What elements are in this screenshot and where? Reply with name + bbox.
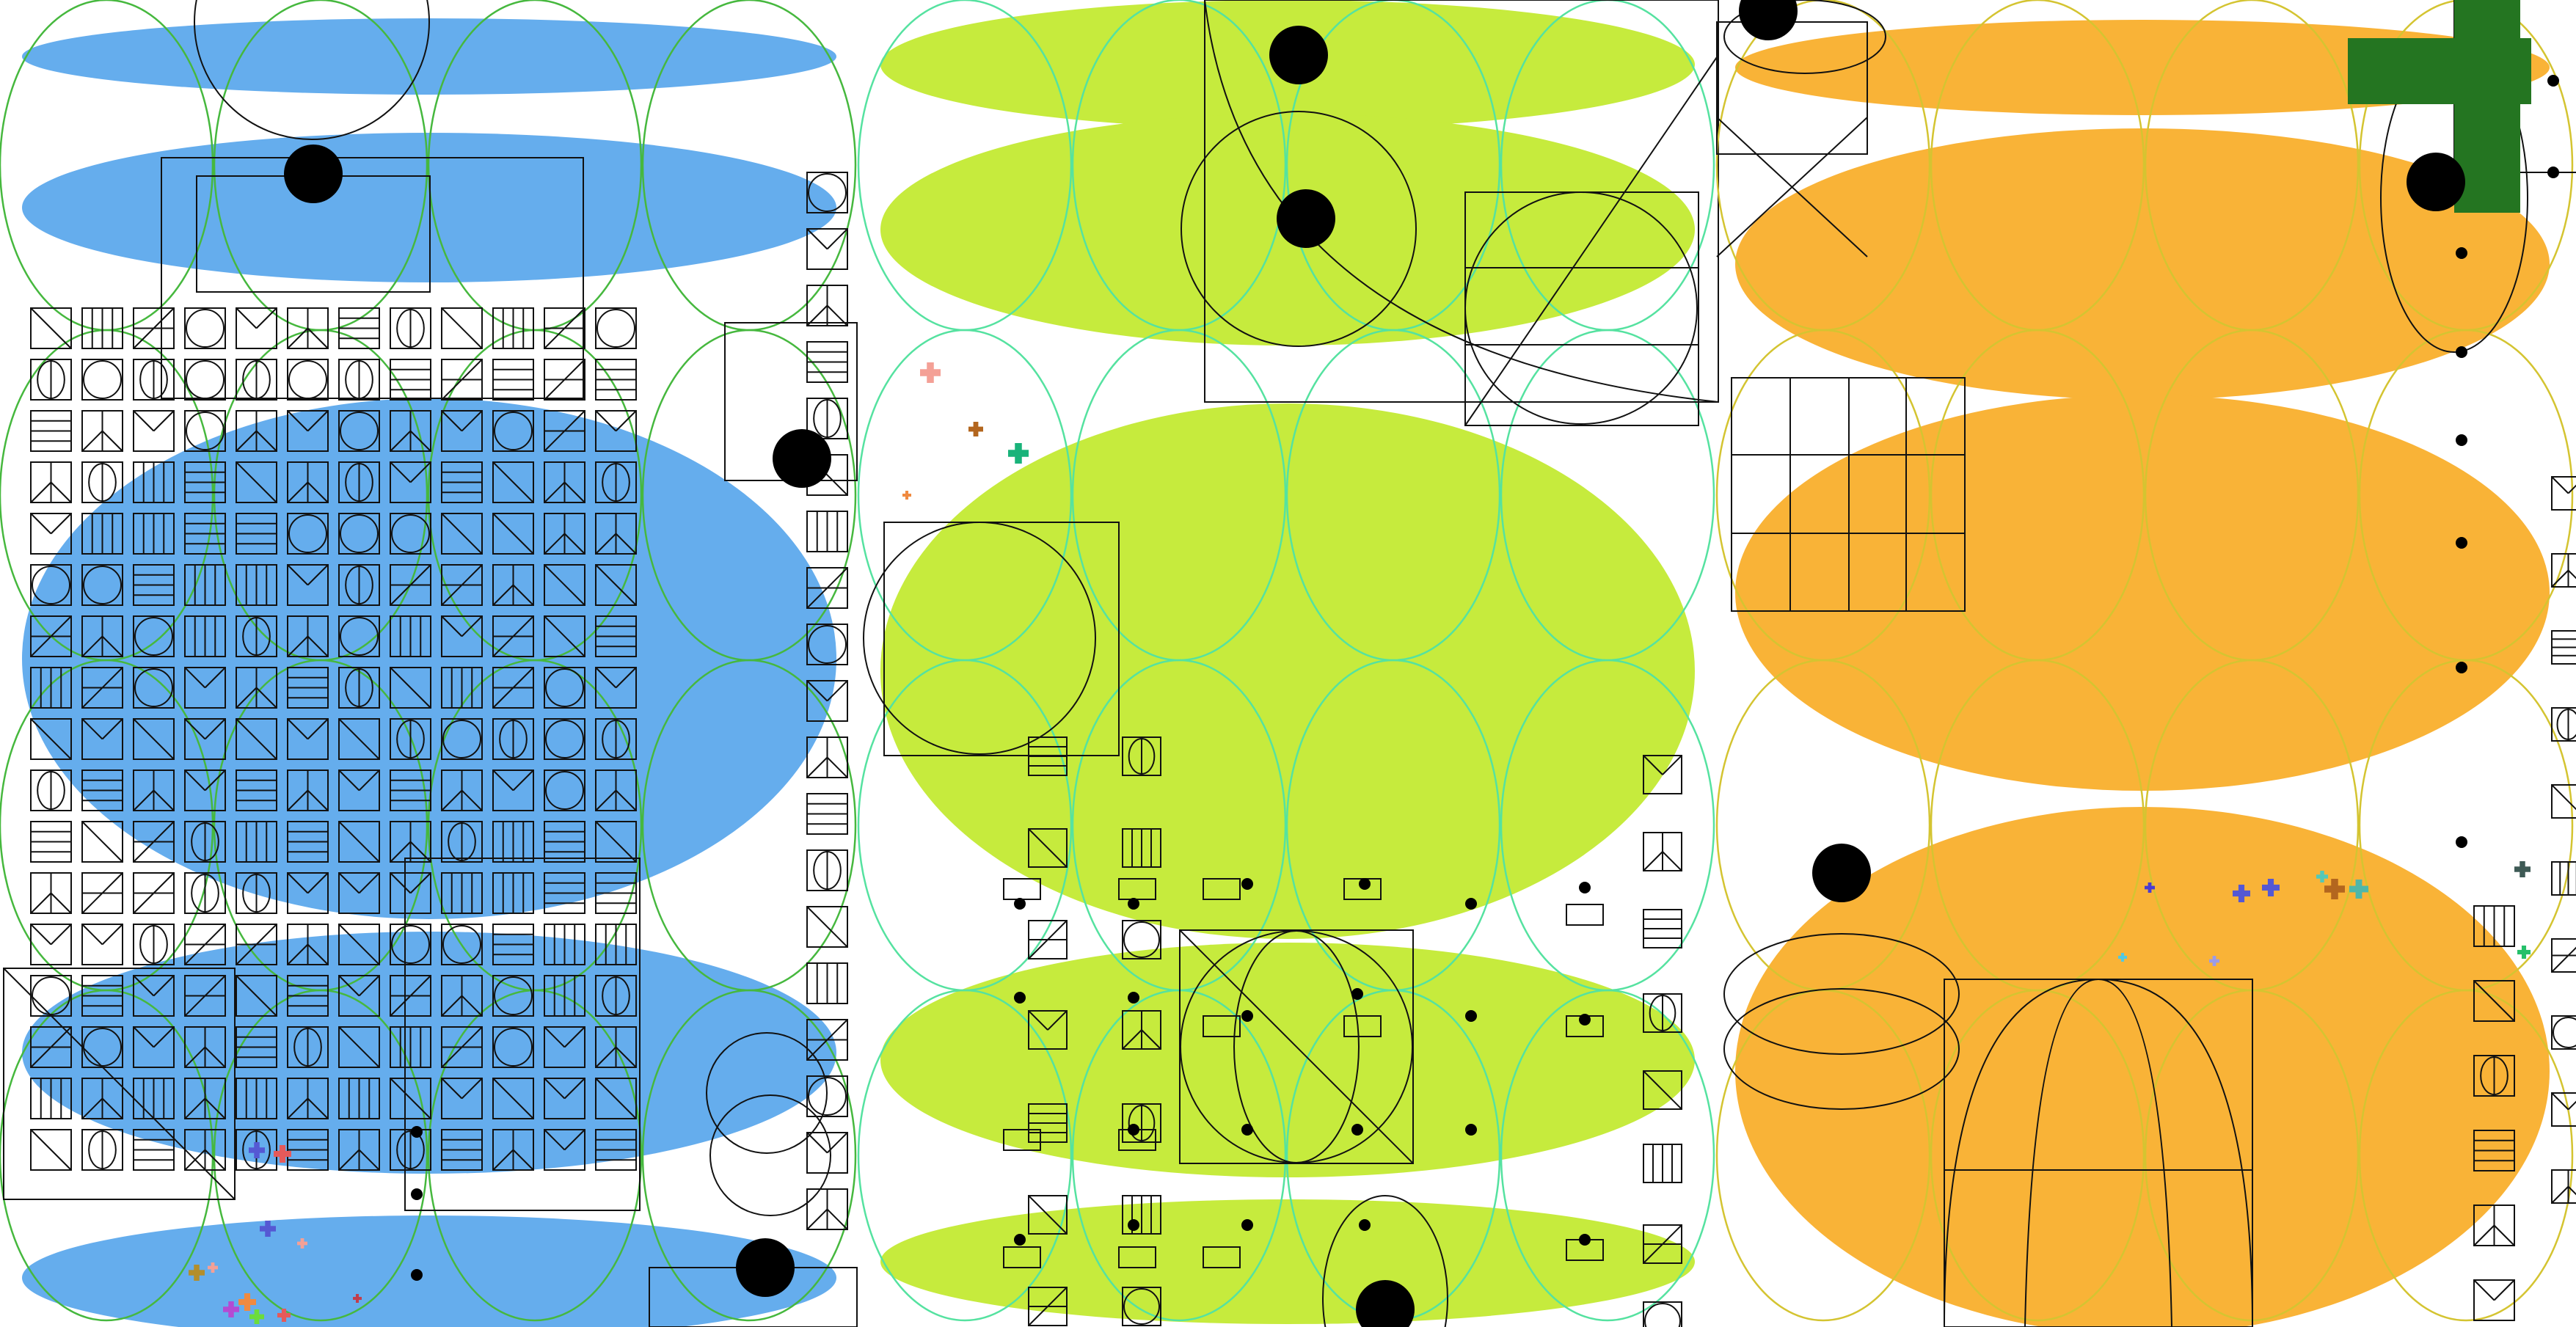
plus-icon bbox=[211, 1262, 215, 1273]
filled-circle-icon bbox=[1351, 988, 1363, 1000]
filled-circle-icon bbox=[1359, 878, 1371, 890]
filled-circle-icon bbox=[1351, 1124, 1363, 1136]
plus-icon bbox=[2239, 885, 2244, 902]
plus-icon bbox=[905, 491, 908, 500]
filled-circle-icon bbox=[1014, 898, 1026, 910]
filled-circle-icon bbox=[2456, 346, 2467, 358]
filled-circle-icon bbox=[1128, 1219, 1139, 1231]
filled-circle-icon bbox=[1579, 882, 1591, 893]
plus-icon bbox=[2121, 953, 2124, 962]
plus-icon bbox=[2520, 861, 2525, 877]
plus-icon bbox=[2356, 880, 2362, 899]
plus-icon bbox=[2148, 882, 2152, 893]
plus-icon bbox=[2213, 956, 2216, 966]
filled-circle-icon bbox=[411, 1126, 423, 1138]
filled-circle-icon bbox=[2456, 836, 2467, 848]
plus-icon bbox=[2522, 946, 2526, 959]
filled-circle-icon bbox=[1128, 898, 1139, 910]
filled-circle-icon bbox=[2456, 662, 2467, 673]
plus-icon bbox=[2331, 879, 2338, 899]
plus-icon bbox=[1015, 443, 1022, 464]
filled-circle-icon bbox=[1241, 1124, 1253, 1136]
filled-circle-icon bbox=[2456, 537, 2467, 549]
filled-circle-icon bbox=[1128, 992, 1139, 1004]
left-panel bbox=[0, 0, 857, 1327]
plus-icon bbox=[228, 1301, 233, 1317]
filled-circle-icon bbox=[773, 429, 831, 488]
filled-circle-icon bbox=[1014, 1234, 1026, 1246]
filled-circle-icon bbox=[736, 1238, 795, 1297]
filled-circle-icon bbox=[1241, 1219, 1253, 1231]
plus-icon bbox=[301, 1238, 304, 1249]
filled-circle-icon bbox=[1579, 1234, 1591, 1246]
filled-circle-icon bbox=[284, 145, 343, 203]
filled-circle-icon bbox=[1269, 26, 1328, 84]
plus-icon bbox=[2268, 879, 2274, 896]
filled-circle-icon bbox=[2547, 75, 2559, 87]
filled-circle-icon bbox=[1241, 1010, 1253, 1022]
plus-icon bbox=[194, 1265, 199, 1281]
plus-icon bbox=[280, 1145, 285, 1163]
filled-circle-icon bbox=[2407, 153, 2465, 211]
filled-circle-icon bbox=[1465, 898, 1477, 910]
filled-circle-icon bbox=[1465, 1010, 1477, 1022]
filled-circle-icon bbox=[1359, 1219, 1371, 1231]
plus-icon bbox=[2320, 871, 2324, 882]
filled-circle-icon bbox=[1579, 1014, 1591, 1026]
filled-circle-icon bbox=[2547, 167, 2559, 178]
plus-icon bbox=[356, 1294, 359, 1303]
filled-circle-icon bbox=[1128, 1124, 1139, 1136]
filled-circle-icon bbox=[1465, 1124, 1477, 1136]
filled-circle-icon bbox=[411, 1188, 423, 1200]
plus-icon bbox=[927, 362, 934, 383]
filled-circle-icon bbox=[1812, 844, 1871, 902]
filled-circle-icon bbox=[2456, 247, 2467, 259]
plus-icon bbox=[974, 422, 979, 436]
plus-icon bbox=[255, 1309, 260, 1324]
filled-circle-icon bbox=[1241, 878, 1253, 890]
plus-icon bbox=[244, 1293, 250, 1311]
color-blob bbox=[880, 1199, 1695, 1324]
filled-circle-icon bbox=[1277, 189, 1335, 248]
plus-icon bbox=[282, 1309, 286, 1322]
plus-icon bbox=[254, 1142, 259, 1158]
filled-circle-icon bbox=[1014, 992, 1026, 1004]
plus-icon bbox=[265, 1221, 270, 1237]
filled-circle-icon bbox=[2456, 434, 2467, 446]
filled-circle-icon bbox=[411, 1269, 423, 1281]
